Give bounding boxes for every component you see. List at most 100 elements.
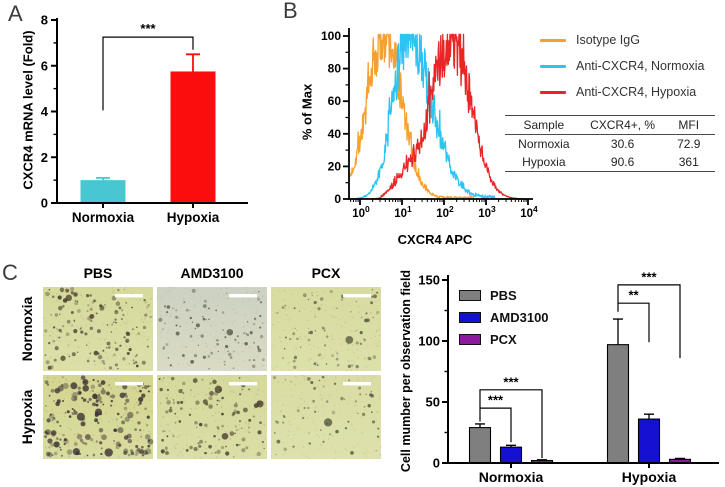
- cell-dot: [172, 435, 175, 438]
- speckle: [262, 364, 264, 367]
- speckle: [168, 376, 170, 378]
- cell-dot: [316, 295, 319, 297]
- speckle: [288, 361, 290, 364]
- speckle: [157, 324, 159, 326]
- speckle: [50, 390, 53, 392]
- cell-dot: [313, 300, 317, 305]
- speckle: [204, 393, 207, 396]
- cell-dot: [276, 312, 279, 314]
- cell-dot: [164, 322, 166, 325]
- speckle: [348, 348, 350, 350]
- scale-bar: [229, 382, 257, 386]
- table-header-cxcr4-percent: CXCR4+, %: [590, 118, 656, 132]
- speckle: [182, 362, 185, 365]
- speckle: [188, 364, 191, 367]
- cell-dot: [231, 413, 235, 417]
- speckle: [284, 452, 286, 454]
- speckle: [364, 453, 366, 455]
- cell-dot: [79, 327, 82, 330]
- cell-dot: [307, 338, 311, 342]
- speckle: [361, 431, 363, 434]
- speckle: [67, 445, 69, 447]
- cell-dot: [113, 428, 118, 433]
- speckle: [326, 289, 328, 291]
- speckle: [124, 286, 127, 289]
- cell-dot: [215, 339, 218, 342]
- speckle: [213, 336, 216, 339]
- speckle: [92, 441, 95, 444]
- speckle: [266, 408, 268, 410]
- speckle: [162, 416, 164, 418]
- cell-dot: [100, 389, 106, 395]
- speckle: [103, 338, 106, 341]
- speckle: [340, 325, 343, 328]
- cell-dot: [84, 442, 88, 446]
- cell-dot: [202, 399, 208, 405]
- cell-dot: [108, 366, 113, 370]
- speckle: [46, 410, 48, 413]
- speckle: [182, 302, 184, 305]
- cell-dot: [142, 325, 147, 330]
- cell-dot: [136, 326, 138, 329]
- speckle: [53, 400, 55, 403]
- speckle: [215, 331, 217, 333]
- speckle: [56, 336, 58, 338]
- cell-dot: [144, 434, 151, 440]
- x-category-label: Normoxia: [479, 469, 544, 485]
- cell-dot: [333, 382, 337, 386]
- cell-dot: [73, 319, 76, 322]
- speckle: [275, 376, 277, 379]
- speckle: [105, 324, 107, 326]
- speckle: [125, 322, 128, 324]
- cell-dot: [363, 338, 365, 340]
- speckle: [120, 379, 123, 382]
- cell-dot: [125, 301, 128, 304]
- cell-dot: [302, 293, 307, 298]
- cell-dot: [238, 377, 241, 379]
- cell-dot: [307, 406, 310, 410]
- speckle: [111, 338, 113, 340]
- speckle: [366, 388, 368, 390]
- cell-dot: [124, 416, 130, 422]
- speckle: [219, 332, 222, 334]
- speckle: [42, 417, 45, 420]
- cell-dot: [45, 360, 50, 365]
- speckle: [321, 400, 323, 402]
- speckle: [236, 428, 238, 430]
- speckle: [308, 357, 311, 360]
- speckle: [211, 415, 214, 417]
- cell-dot: [138, 396, 144, 402]
- speckle: [49, 456, 51, 459]
- speckle: [85, 325, 87, 327]
- speckle: [177, 436, 179, 439]
- cell-cluster: [214, 385, 223, 394]
- speckle: [347, 359, 349, 361]
- speckle: [136, 402, 138, 403]
- speckle: [330, 348, 333, 350]
- cell-dot: [76, 351, 79, 354]
- speckle: [71, 411, 73, 414]
- table-cell: 361: [678, 155, 699, 169]
- speckle: [113, 368, 115, 370]
- cell-dot: [86, 294, 90, 298]
- cell-dot: [216, 342, 220, 346]
- speckle: [321, 420, 323, 422]
- cell-dot: [135, 411, 139, 414]
- speckle: [348, 444, 350, 446]
- cell-dot: [143, 385, 148, 390]
- speckle: [257, 296, 259, 297]
- cell-dot: [44, 430, 48, 434]
- speckle: [206, 426, 208, 429]
- speckle: [235, 454, 237, 456]
- y-tick-label: 2: [41, 150, 48, 165]
- speckle: [372, 313, 373, 315]
- cell-dot: [96, 380, 100, 383]
- speckle: [262, 295, 264, 298]
- speckle: [261, 444, 264, 446]
- speckle: [77, 346, 80, 348]
- speckle: [316, 434, 318, 436]
- speckle: [177, 410, 179, 412]
- speckle: [177, 363, 180, 366]
- cell-dot: [241, 437, 246, 442]
